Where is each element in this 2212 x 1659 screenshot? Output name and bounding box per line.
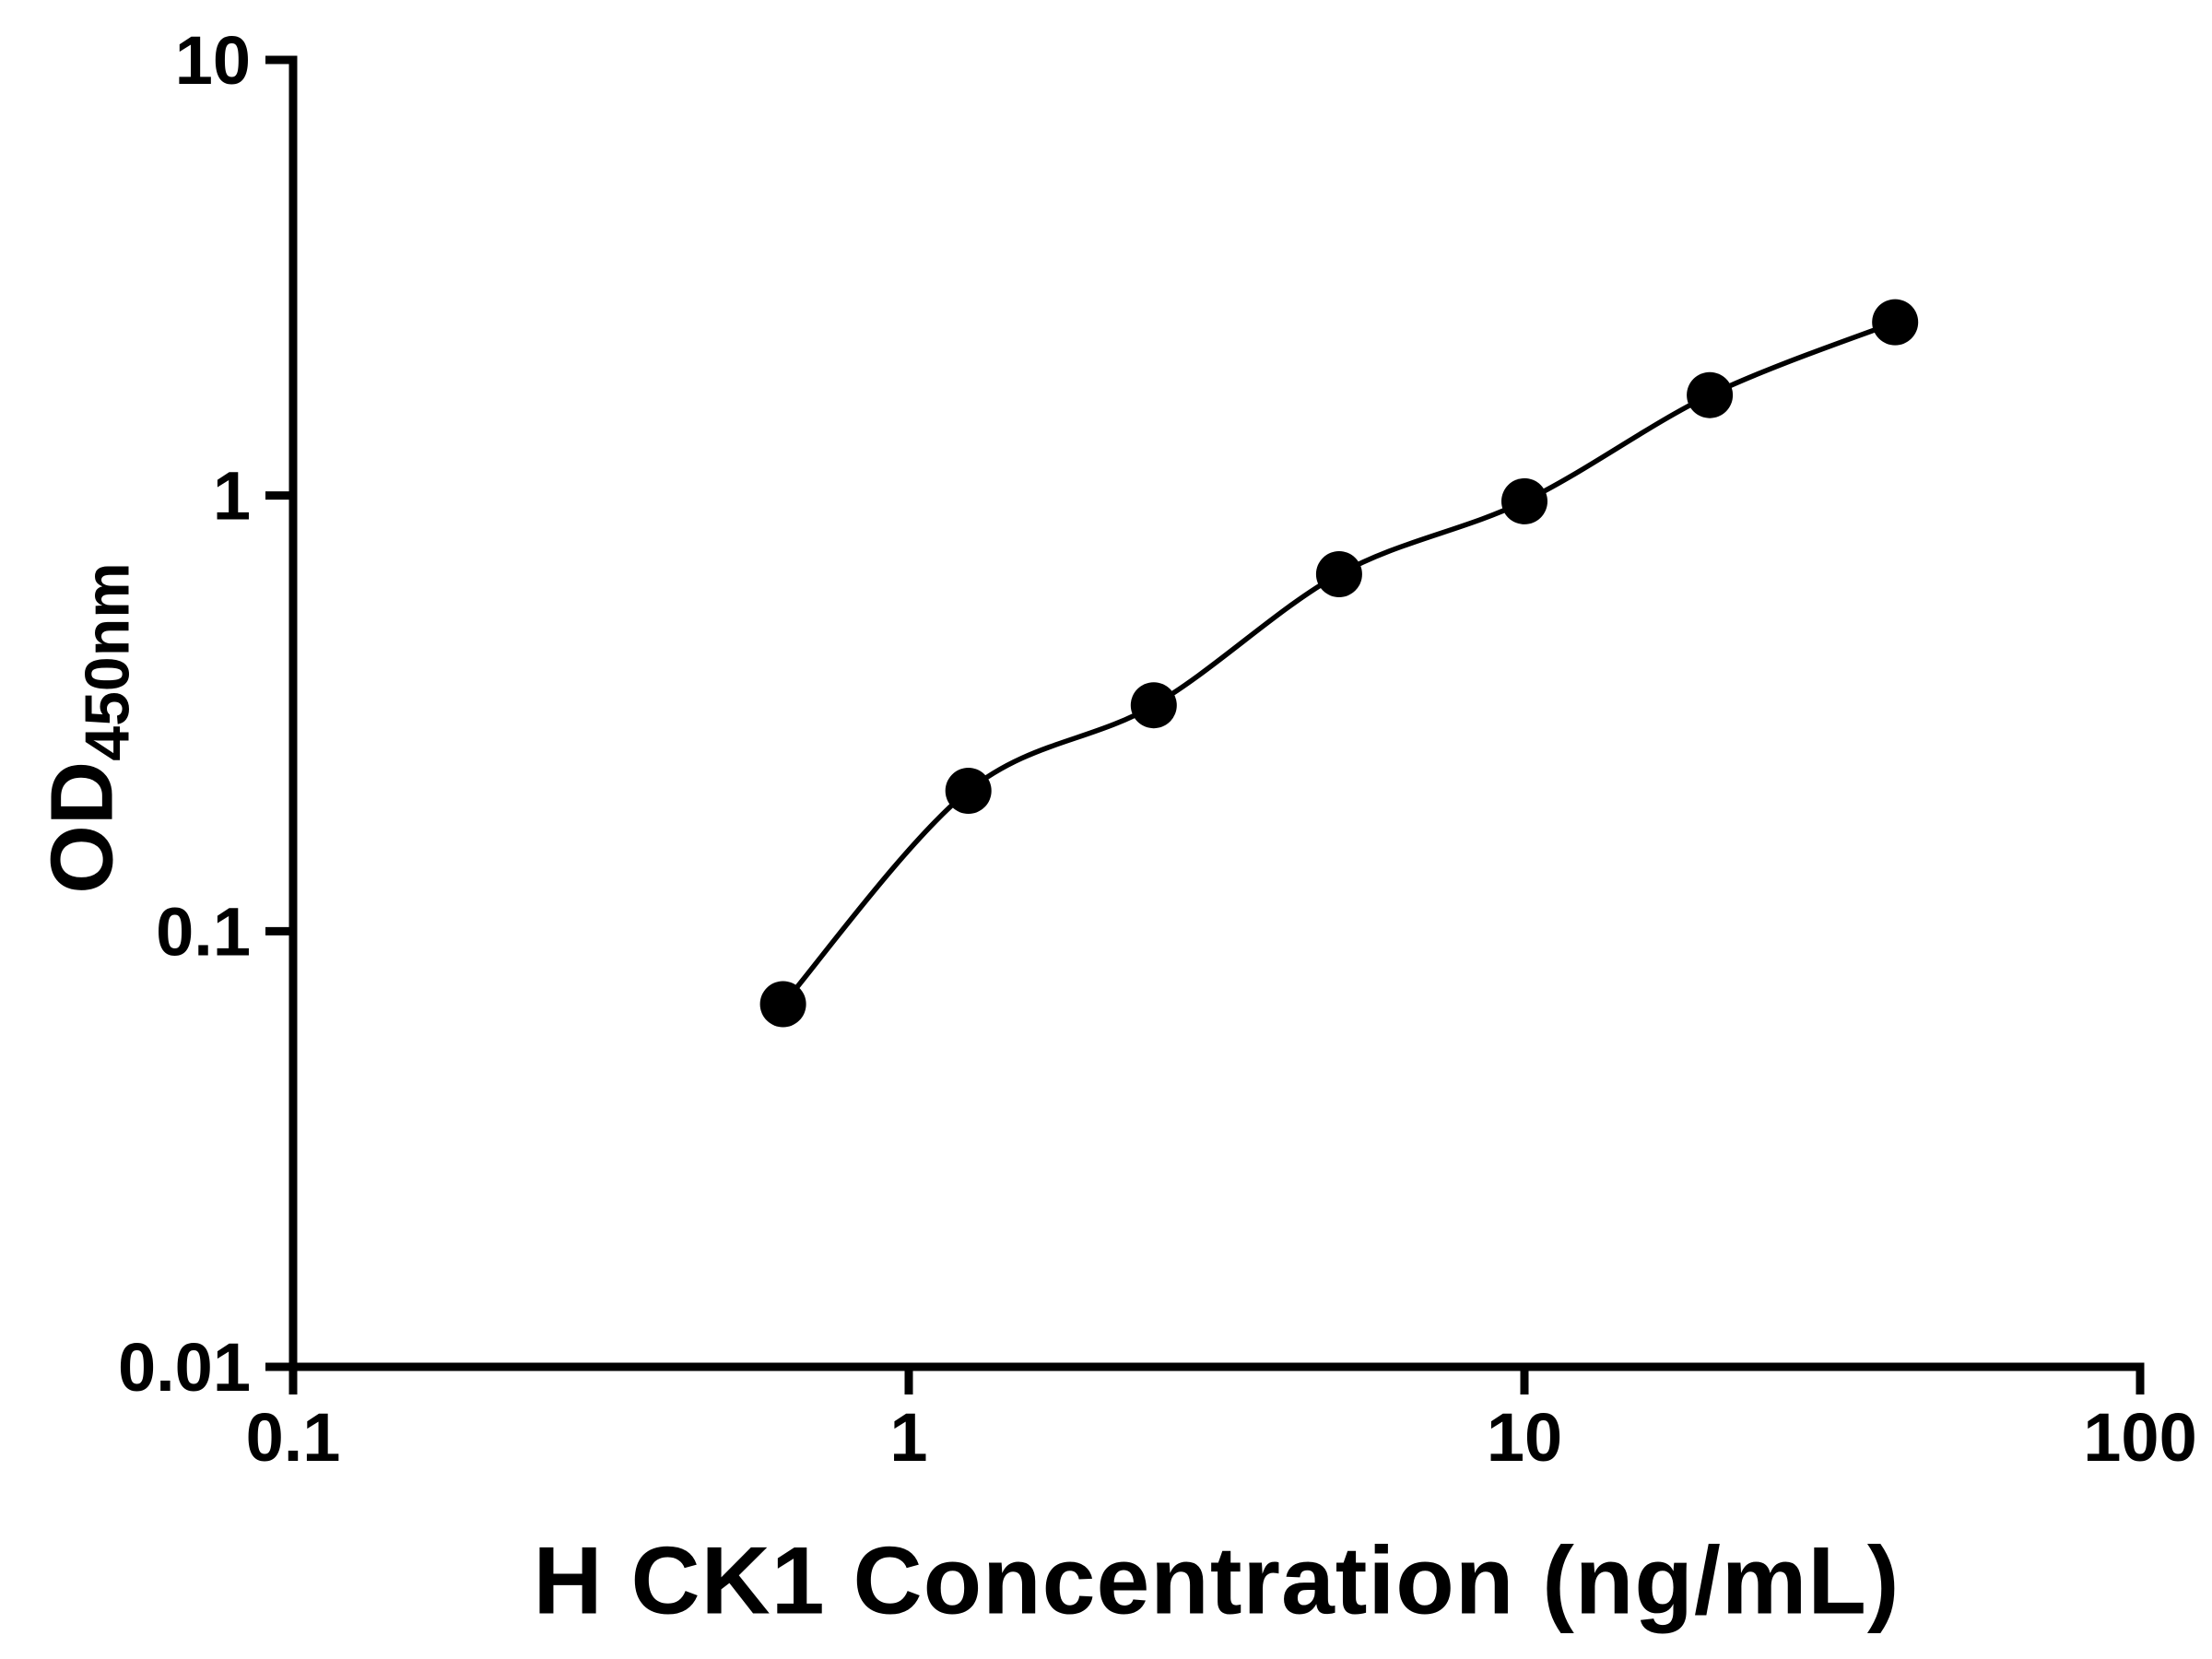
y-axis-label-subscript: 450nm (72, 562, 143, 761)
x-axis-label: H CK1 Concentration (ng/mL) (533, 1527, 1900, 1635)
y-tick-label: 0.1 (156, 893, 251, 970)
data-point (1315, 551, 1362, 597)
fit-curve (781, 320, 1897, 1006)
y-axis-label: OD450nm (32, 562, 144, 893)
data-point (1872, 299, 1919, 346)
data-point (945, 768, 992, 814)
y-tick-label: 1 (213, 458, 251, 535)
data-point (1501, 477, 1547, 524)
axes (288, 55, 2145, 1371)
x-tick-label: 0.1 (246, 1399, 341, 1476)
x-tick-label: 1 (889, 1399, 927, 1476)
y-tick-label: 0.01 (118, 1329, 251, 1406)
data-point (1130, 682, 1177, 729)
x-tick-label: 100 (2083, 1399, 2196, 1476)
y-tick-label: 10 (175, 22, 251, 99)
y-axis-label-main: OD (32, 760, 132, 894)
x-tick-label: 10 (1487, 1399, 1562, 1476)
data-point (759, 981, 806, 1028)
data-point (1687, 371, 1734, 418)
